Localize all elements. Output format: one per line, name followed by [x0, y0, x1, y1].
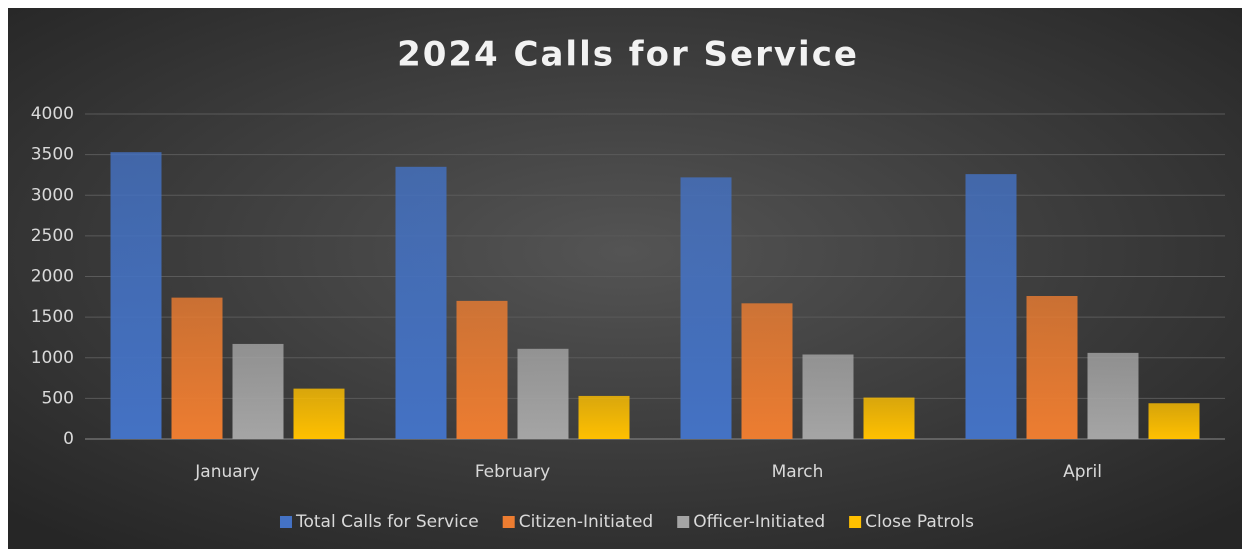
chart-background	[8, 8, 1242, 549]
y-tick-label: 3000	[31, 185, 74, 205]
bar	[1026, 296, 1078, 439]
x-tick-label: April	[1063, 462, 1102, 482]
legend-swatch	[502, 516, 515, 528]
y-tick-label: 1000	[31, 348, 74, 368]
legend-label: Close Patrols	[865, 512, 974, 532]
y-tick-label: 3500	[31, 145, 74, 165]
y-tick-label: 500	[42, 388, 74, 408]
legend-swatch	[849, 516, 862, 528]
bar	[680, 177, 732, 439]
bar	[456, 300, 508, 439]
bar	[965, 174, 1017, 439]
bar	[110, 152, 162, 439]
bar	[741, 303, 793, 439]
x-tick-label: February	[475, 462, 550, 482]
chart-title: 2024 Calls for Service	[397, 35, 859, 75]
legend-swatch	[279, 516, 292, 528]
legend-swatch	[677, 516, 690, 528]
bar	[171, 297, 223, 439]
bar	[802, 354, 854, 439]
bar	[517, 348, 569, 439]
y-tick-label: 4000	[31, 104, 74, 124]
bar	[1148, 403, 1200, 439]
y-tick-label: 2000	[31, 267, 74, 287]
x-tick-label: March	[772, 462, 824, 482]
bar	[395, 166, 447, 439]
x-tick-label: January	[194, 462, 259, 482]
bar	[863, 397, 915, 439]
bar	[232, 343, 284, 439]
legend-label: Total Calls for Service	[295, 512, 479, 532]
bar	[1087, 352, 1139, 439]
legend-label: Officer-Initiated	[693, 512, 825, 532]
bar	[293, 388, 345, 439]
legend-label: Citizen-Initiated	[519, 512, 654, 532]
bar	[578, 395, 630, 439]
y-tick-label: 1500	[31, 307, 74, 327]
y-tick-label: 0	[63, 429, 74, 449]
y-tick-label: 2500	[31, 226, 74, 246]
